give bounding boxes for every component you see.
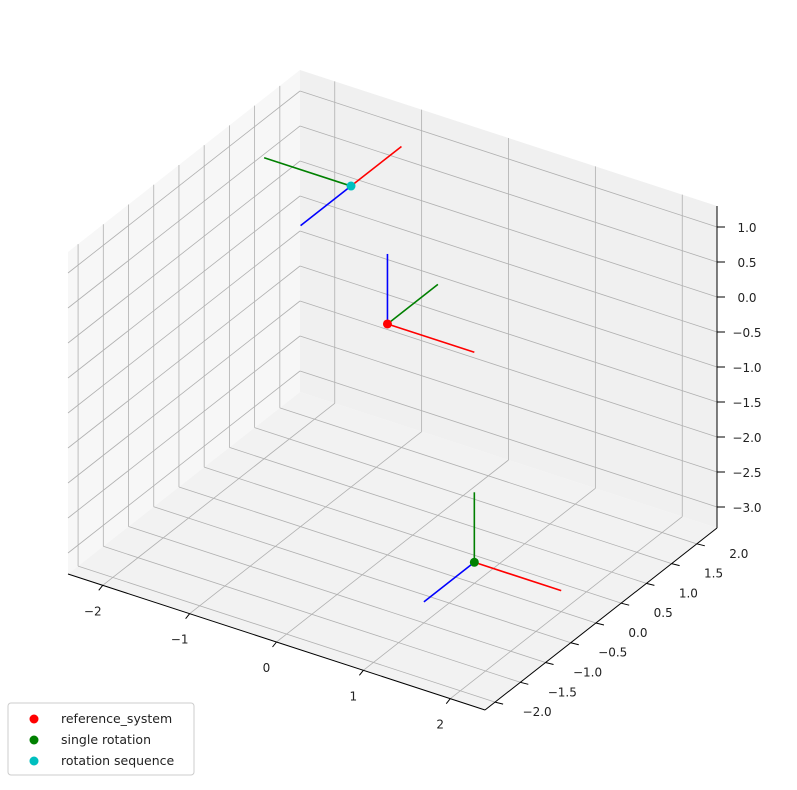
grid-lines <box>67 81 718 703</box>
grid-line-z <box>67 265 301 449</box>
grid-line-x <box>276 459 509 643</box>
grid-line-z <box>299 230 718 368</box>
y-tick-label: −1.5 <box>548 685 577 699</box>
y-tick <box>494 701 504 705</box>
legend-box <box>7 702 195 776</box>
frame-axis-y <box>263 156 352 187</box>
grid-line-z <box>299 160 718 298</box>
z-tick-label: −0.5 <box>732 326 761 340</box>
frame-axis-y <box>386 283 439 325</box>
coordinate-frames <box>263 145 562 603</box>
grid-line-z <box>67 125 301 309</box>
y-tick-label: 0.0 <box>628 626 647 640</box>
tick-labels: −2−1012−2.0−1.5−1.0−0.50.00.51.01.52.0−3… <box>84 221 762 732</box>
x-tick-label: −2 <box>84 604 102 618</box>
y-tick <box>646 582 655 586</box>
axis-panes <box>68 70 717 710</box>
grid-line-y <box>77 565 496 703</box>
frame-axis-z <box>300 185 352 227</box>
x-tick <box>272 641 277 648</box>
z-tick-label: −2.0 <box>732 431 761 445</box>
y-tick <box>570 642 579 646</box>
grid-line-z <box>299 370 718 508</box>
y-tick-label: 1.0 <box>679 586 698 600</box>
y-tick <box>621 602 630 606</box>
grid-line-y <box>128 526 546 663</box>
z-tick-label: −1.0 <box>732 361 761 375</box>
grid-line-y <box>153 506 571 644</box>
x-tick-label: −1 <box>171 633 189 647</box>
grid-line-y <box>254 427 672 564</box>
grid-line-x <box>363 488 596 671</box>
origin-point <box>346 181 356 191</box>
x-tick <box>185 613 191 619</box>
grid-line-z <box>67 90 301 274</box>
grid-line-x <box>102 403 335 586</box>
y-tick-label: −2.0 <box>523 705 552 719</box>
y-tick <box>671 563 680 567</box>
legend-marker-sequence <box>29 756 39 766</box>
x-tick <box>358 670 364 676</box>
frame-axis-z <box>423 561 475 603</box>
grid-line-z <box>67 300 301 484</box>
z-tick-label: −3.0 <box>732 501 761 515</box>
legend-marker-reference <box>29 714 39 724</box>
legend-marker-single <box>29 735 39 745</box>
frame-1 <box>423 492 562 603</box>
grid-line-z <box>67 230 301 414</box>
grid-line-z <box>67 370 301 554</box>
y-tick-label: 0.5 <box>654 606 673 620</box>
frame-axis-x <box>387 323 475 354</box>
grid-line-x <box>189 431 422 614</box>
grid-line-z <box>299 335 718 473</box>
frame-2 <box>263 145 402 227</box>
grid-line-z <box>299 195 718 333</box>
grid-line-y <box>229 447 647 584</box>
z-tick-label: −2.5 <box>732 466 761 480</box>
z-tick-label: 0.5 <box>737 256 756 270</box>
x-tick-label: 0 <box>263 661 271 675</box>
legend: reference_system single rotation rotatio… <box>7 702 195 776</box>
y-tick <box>595 622 605 626</box>
grid-line-y <box>178 486 597 624</box>
grid-line-z <box>67 160 301 344</box>
x-tick-label: 1 <box>350 689 358 703</box>
grid-line-y <box>204 466 622 604</box>
y-tick-label: 2.0 <box>729 547 748 561</box>
z-tick-label: −1.5 <box>732 396 761 410</box>
z-tick-label: 0.0 <box>737 291 756 305</box>
y-tick-label: −0.5 <box>598 646 627 660</box>
grid-line-z <box>299 125 718 263</box>
legend-label-sequence: rotation sequence <box>61 753 175 768</box>
x-tick <box>98 585 104 591</box>
grid-line-z <box>67 195 301 379</box>
origin-point <box>382 319 392 329</box>
grid-line-z <box>299 265 718 403</box>
y-tick <box>520 681 529 685</box>
frame-axis-x <box>350 145 402 187</box>
y-axis-line <box>484 527 718 711</box>
grid-line-y <box>103 545 521 683</box>
origin-point <box>469 557 479 567</box>
y-tick-label: 1.5 <box>704 567 723 581</box>
grid-line-z <box>299 90 718 228</box>
grid-line-z <box>67 335 301 519</box>
frame-axis-x <box>474 561 562 592</box>
frame-0 <box>382 253 475 354</box>
y-tick <box>696 543 705 547</box>
grid-line-z <box>299 300 718 438</box>
legend-label-reference: reference_system <box>61 711 172 726</box>
grid-line-y <box>279 407 697 545</box>
legend-label-single: single rotation <box>61 732 151 747</box>
z-tick-label: 1.0 <box>737 221 756 235</box>
y-tick <box>545 662 554 666</box>
grid-line-x <box>450 516 683 699</box>
y-tick-label: −1.0 <box>573 666 602 680</box>
x-tick-label: 2 <box>436 718 444 732</box>
x-tick <box>445 698 451 704</box>
